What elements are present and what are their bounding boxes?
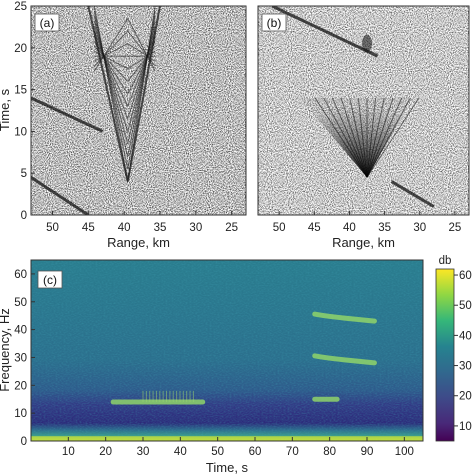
panel-a-xtick-label: 35 [154,222,167,234]
panel-b-v-arrival-ray [366,97,394,178]
panel-b-v-arrival-ray [314,97,368,178]
panel-a-v-arrival-edge [87,6,161,182]
panel-c-label: (c) [43,273,57,287]
panel-b-v-arrival-ray [340,97,368,178]
panel-a-features [31,6,161,215]
colorbar-ticks: 10 20 30 40 50 60 [454,270,472,433]
panel-c-noise [31,260,423,441]
colorbar-label: db [439,255,452,267]
panel-b-xtick-label: 45 [308,222,321,234]
panel-b-xtick-label: 40 [343,222,356,234]
panel-b-diagonal-streak [390,180,435,208]
panel-a-label-box [34,13,60,32]
panel-c-xtick-label: 70 [286,446,299,458]
panel-a-v-arrival-line [93,17,156,72]
panel-a-ytick-label: 20 [14,43,27,55]
panel-a-ytick-label: 25 [14,1,27,13]
panel-a-ytick-label: 5 [21,168,27,180]
panel-a-ytick-label: 15 [14,85,27,97]
panel-b-v-arrival-ray [366,97,385,178]
panel-b-xtick-label: 50 [273,222,286,234]
panel-c-ticks: 10 20 30 40 50 60 70 80 90 100 0 10 20 30 40 50 60 [14,269,414,458]
panel-c-xtick-label: 40 [174,446,187,458]
panel-c: 10 20 30 40 50 60 70 80 90 100 0 10 20 30 40 50 60 (c) T… [0,255,472,475]
panel-c-ytick-label: 20 [14,380,27,392]
panel-b-v-arrival-ray [366,97,411,178]
panel-a-ytick-label: 10 [14,126,27,138]
panel-a-diagonal-streak [31,176,90,215]
panel-c-ytick-label: 30 [14,352,27,364]
panel-a-v-arrival [87,6,161,182]
panel-c-xtick-label: 100 [395,446,414,458]
panel-a-frame [30,5,247,216]
panel-c-ytick-label: 40 [14,325,27,337]
panel-b-label-box [261,13,287,32]
panel-a-xtick-label: 40 [118,222,131,234]
panel-a-xtick-label: 45 [82,222,95,234]
panel-c-xlabel: Time, s [206,460,249,475]
colorbar-tick-label: 20 [459,391,472,403]
panel-c-ytick-label: 50 [14,297,27,309]
panel-b: 50 45 40 35 30 25 (b) Range, km [257,5,470,250]
panel-a-xtick-label: 50 [46,222,59,234]
panel-b-xtick-label: 35 [378,222,391,234]
colorbar-tick-label: 10 [459,421,472,433]
panel-b-v-arrival-ray [349,97,368,178]
panel-a-label: (a) [40,16,55,30]
panel-c-tonal-band [312,353,377,366]
panel-c-low-freq-band [31,436,423,441]
panel-a-xtick-label: 25 [225,222,238,234]
panel-a: 50 45 40 35 30 25 0 5 10 15 20 25 (a) Range, km Tim… [0,1,247,250]
panel-b-ticks: 50 45 40 35 30 25 [273,211,462,234]
panel-b-label: (b) [267,16,282,30]
panel-c-label-box [37,270,63,289]
panel-c-ytick-label: 10 [14,408,27,420]
colorbar-tick-label: 30 [459,361,472,373]
panel-b-upper-blob [362,34,373,53]
panel-b-xtick-label: 30 [413,222,426,234]
panel-c-frame [30,259,424,442]
panel-c-xtick-label: 20 [99,446,112,458]
panel-c-xtick-label: 10 [62,446,75,458]
panel-a-v-arrival-line [93,45,156,83]
panel-c-ylabel: Frequency, Hz [0,308,12,392]
panel-b-v-arrival-ray [323,97,368,178]
panel-b-features [271,6,435,208]
panel-c-xtick-label: 90 [361,446,374,458]
panel-a-v-arrival-line [93,50,156,70]
panel-b-v-arrival-ray [357,97,368,178]
panel-a-diagonal-streak [31,96,104,133]
panel-a-xtick-label: 30 [189,222,202,234]
panel-c-tonal-band [312,311,377,324]
panel-c-xtick-label: 30 [137,446,150,458]
panel-a-ticks: 50 45 40 35 30 25 0 5 10 15 20 25 [14,1,238,234]
panel-b-xlabel: Range, km [332,235,395,250]
panel-b-v-arrival [300,34,420,178]
panel-c-features [31,311,423,441]
colorbar-tick-label: 40 [459,330,472,342]
panel-c-ytick-label: 0 [21,436,27,448]
panel-c-xtick-label: 50 [211,446,224,458]
panel-c-ytick-label: 60 [14,269,27,281]
panel-b-v-arrival-ray [331,97,368,178]
panel-b-frame [257,5,470,216]
colorbar-tick-label: 60 [459,270,472,282]
panel-a-xlabel: Range, km [107,235,170,250]
panel-a-ytick-label: 0 [21,210,27,222]
panel-c-xtick-label: 60 [249,446,262,458]
colorbar [435,268,455,442]
panel-a-ylabel: Time, s [0,88,12,131]
panel-b-diagonal-streak [271,6,379,58]
panel-c-xtick-label: 80 [323,446,336,458]
panel-b-xtick-label: 25 [449,222,462,234]
panel-b-v-arrival-ray [366,97,420,178]
colorbar-tick-label: 50 [459,300,472,312]
panel-b-v-arrival-ray [366,97,377,178]
panel-b-v-arrival-ray [366,97,403,178]
